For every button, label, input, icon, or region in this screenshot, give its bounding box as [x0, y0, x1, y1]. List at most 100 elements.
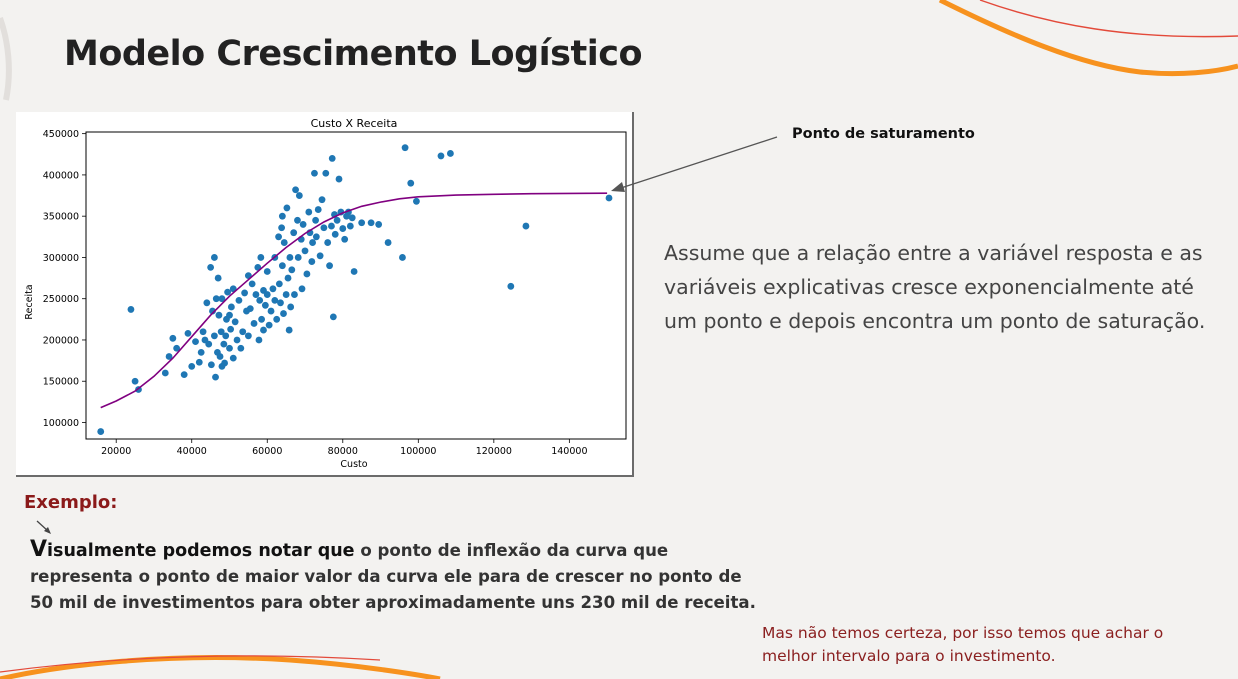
data-point	[184, 329, 192, 337]
data-point	[312, 216, 319, 224]
data-point	[227, 303, 235, 311]
x-tick-label: 40000	[177, 446, 207, 457]
chart-panel: 20000 40000 60000 80000 100000 120000 140000 10…	[16, 112, 634, 477]
data-point	[218, 295, 226, 303]
small-arrow-icon	[36, 520, 51, 534]
logistic-curve	[100, 192, 608, 409]
data-point	[507, 282, 515, 290]
data-point	[250, 320, 258, 327]
data-point	[280, 310, 287, 317]
plot-frame	[85, 131, 627, 440]
data-point	[290, 229, 298, 237]
data-point	[226, 311, 233, 319]
data-point	[399, 254, 406, 261]
data-point	[311, 169, 318, 177]
data-point	[216, 353, 224, 360]
data-point	[283, 204, 291, 212]
data-point	[233, 336, 241, 344]
data-point	[348, 214, 356, 222]
data-point	[367, 219, 375, 227]
data-point	[180, 371, 188, 379]
data-point	[217, 328, 225, 336]
data-point	[295, 192, 303, 199]
data-point	[229, 354, 237, 362]
data-point	[286, 254, 294, 261]
chart-y-axis-label: Receita	[24, 284, 35, 319]
data-point	[207, 361, 215, 369]
data-point	[282, 291, 290, 298]
saturation-callout-label: Ponto de saturamento	[792, 126, 975, 142]
data-point	[299, 221, 307, 228]
data-point	[269, 285, 277, 293]
data-point	[161, 369, 169, 377]
data-point	[278, 212, 286, 220]
data-point	[195, 358, 203, 366]
data-point	[316, 252, 324, 260]
data-point	[252, 291, 260, 298]
data-point	[267, 307, 275, 315]
data-point	[320, 224, 328, 232]
data-point	[212, 295, 220, 303]
data-point	[265, 321, 273, 329]
data-point	[447, 150, 454, 157]
data-point	[329, 313, 337, 321]
data-point	[260, 326, 267, 334]
data-point	[261, 301, 269, 309]
data-point	[214, 274, 222, 282]
data-point	[401, 144, 409, 152]
data-point	[221, 359, 228, 367]
x-tick-label: 100000	[400, 446, 436, 457]
data-point	[263, 268, 271, 275]
y-tick-label: 150000	[43, 377, 79, 388]
data-point	[298, 285, 306, 293]
example-lead: isualmente podemos notar que	[47, 541, 355, 561]
data-point	[224, 288, 232, 296]
chart-x-axis-label: Custo	[340, 459, 367, 470]
data-point	[413, 197, 420, 205]
data-point	[375, 221, 383, 228]
data-point	[199, 328, 207, 336]
data-point	[222, 332, 230, 340]
data-point	[258, 315, 265, 323]
data-point	[350, 268, 358, 275]
data-point	[169, 334, 177, 342]
chart-title: Custo X Receita	[311, 117, 398, 130]
data-point	[339, 225, 347, 232]
data-point	[246, 305, 254, 313]
scatter-chart: 20000 40000 60000 80000 100000 120000 140000 10…	[24, 117, 627, 470]
data-point	[241, 289, 249, 297]
data-point	[301, 247, 309, 255]
data-point	[278, 224, 286, 232]
data-point	[407, 179, 415, 187]
x-tick-label: 80000	[328, 446, 358, 457]
data-point	[326, 262, 333, 270]
data-point	[333, 216, 341, 224]
data-point	[273, 315, 281, 323]
data-point	[210, 332, 218, 340]
data-point	[292, 186, 299, 194]
slide-title: Modelo Crescimento Logístico	[64, 34, 643, 74]
data-point	[205, 340, 213, 348]
y-tick-label: 100000	[43, 418, 79, 429]
data-point	[257, 254, 265, 261]
data-point	[305, 208, 313, 216]
data-point	[328, 222, 335, 230]
example-lead-initial: V	[30, 537, 48, 562]
data-point	[277, 299, 284, 307]
data-point	[294, 254, 302, 261]
data-point	[227, 325, 235, 333]
data-point	[131, 377, 139, 385]
y-tick-label: 350000	[43, 212, 79, 223]
data-point	[314, 206, 322, 213]
data-point	[312, 233, 320, 241]
data-point	[248, 280, 256, 288]
data-point	[324, 239, 332, 246]
data-point	[275, 233, 282, 241]
data-point	[209, 307, 216, 315]
example-text: Visualmente podemos notar que o ponto de…	[30, 537, 770, 616]
data-point	[203, 299, 211, 307]
y-tick-label: 250000	[43, 294, 79, 305]
data-point	[303, 270, 311, 278]
data-point	[263, 291, 271, 298]
data-point	[384, 239, 392, 246]
